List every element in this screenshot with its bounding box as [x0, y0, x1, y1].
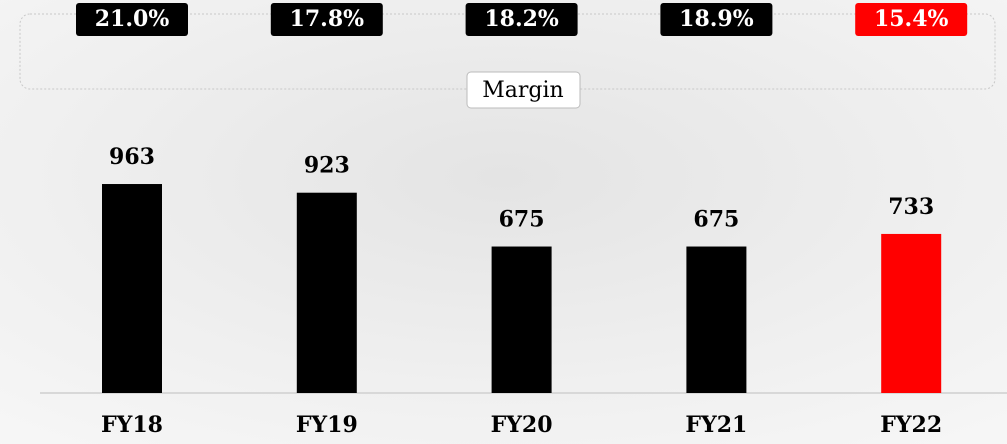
value-label: 963 [109, 144, 155, 170]
margin-label: Margin [482, 78, 563, 103]
bar [491, 246, 552, 393]
margin-value-label: 18.9% [679, 6, 754, 32]
margin-value-label: 18.2% [484, 6, 559, 32]
bar [296, 192, 357, 393]
value-label: 733 [888, 194, 934, 220]
margin-box [465, 3, 578, 36]
x-tick-label: FY18 [101, 412, 163, 438]
bar [686, 246, 747, 393]
margin-box [660, 3, 773, 36]
bar [881, 233, 942, 393]
margin-box [270, 3, 383, 36]
value-label: 675 [499, 207, 545, 233]
margin-value-label: 15.4% [874, 6, 949, 32]
margin-box [855, 3, 968, 36]
x-tick-label: FY21 [685, 412, 747, 438]
margin-value-label: 17.8% [290, 6, 365, 32]
margin-value-label: 21.0% [95, 6, 170, 32]
x-tick-label: FY20 [491, 412, 553, 438]
margin-box [76, 3, 188, 36]
x-tick-label: FY19 [296, 412, 358, 438]
value-label: 675 [693, 207, 739, 233]
x-tick-label: FY22 [880, 412, 942, 438]
margin-label-box [466, 71, 581, 109]
bar [102, 184, 162, 393]
value-label: 923 [304, 153, 350, 179]
